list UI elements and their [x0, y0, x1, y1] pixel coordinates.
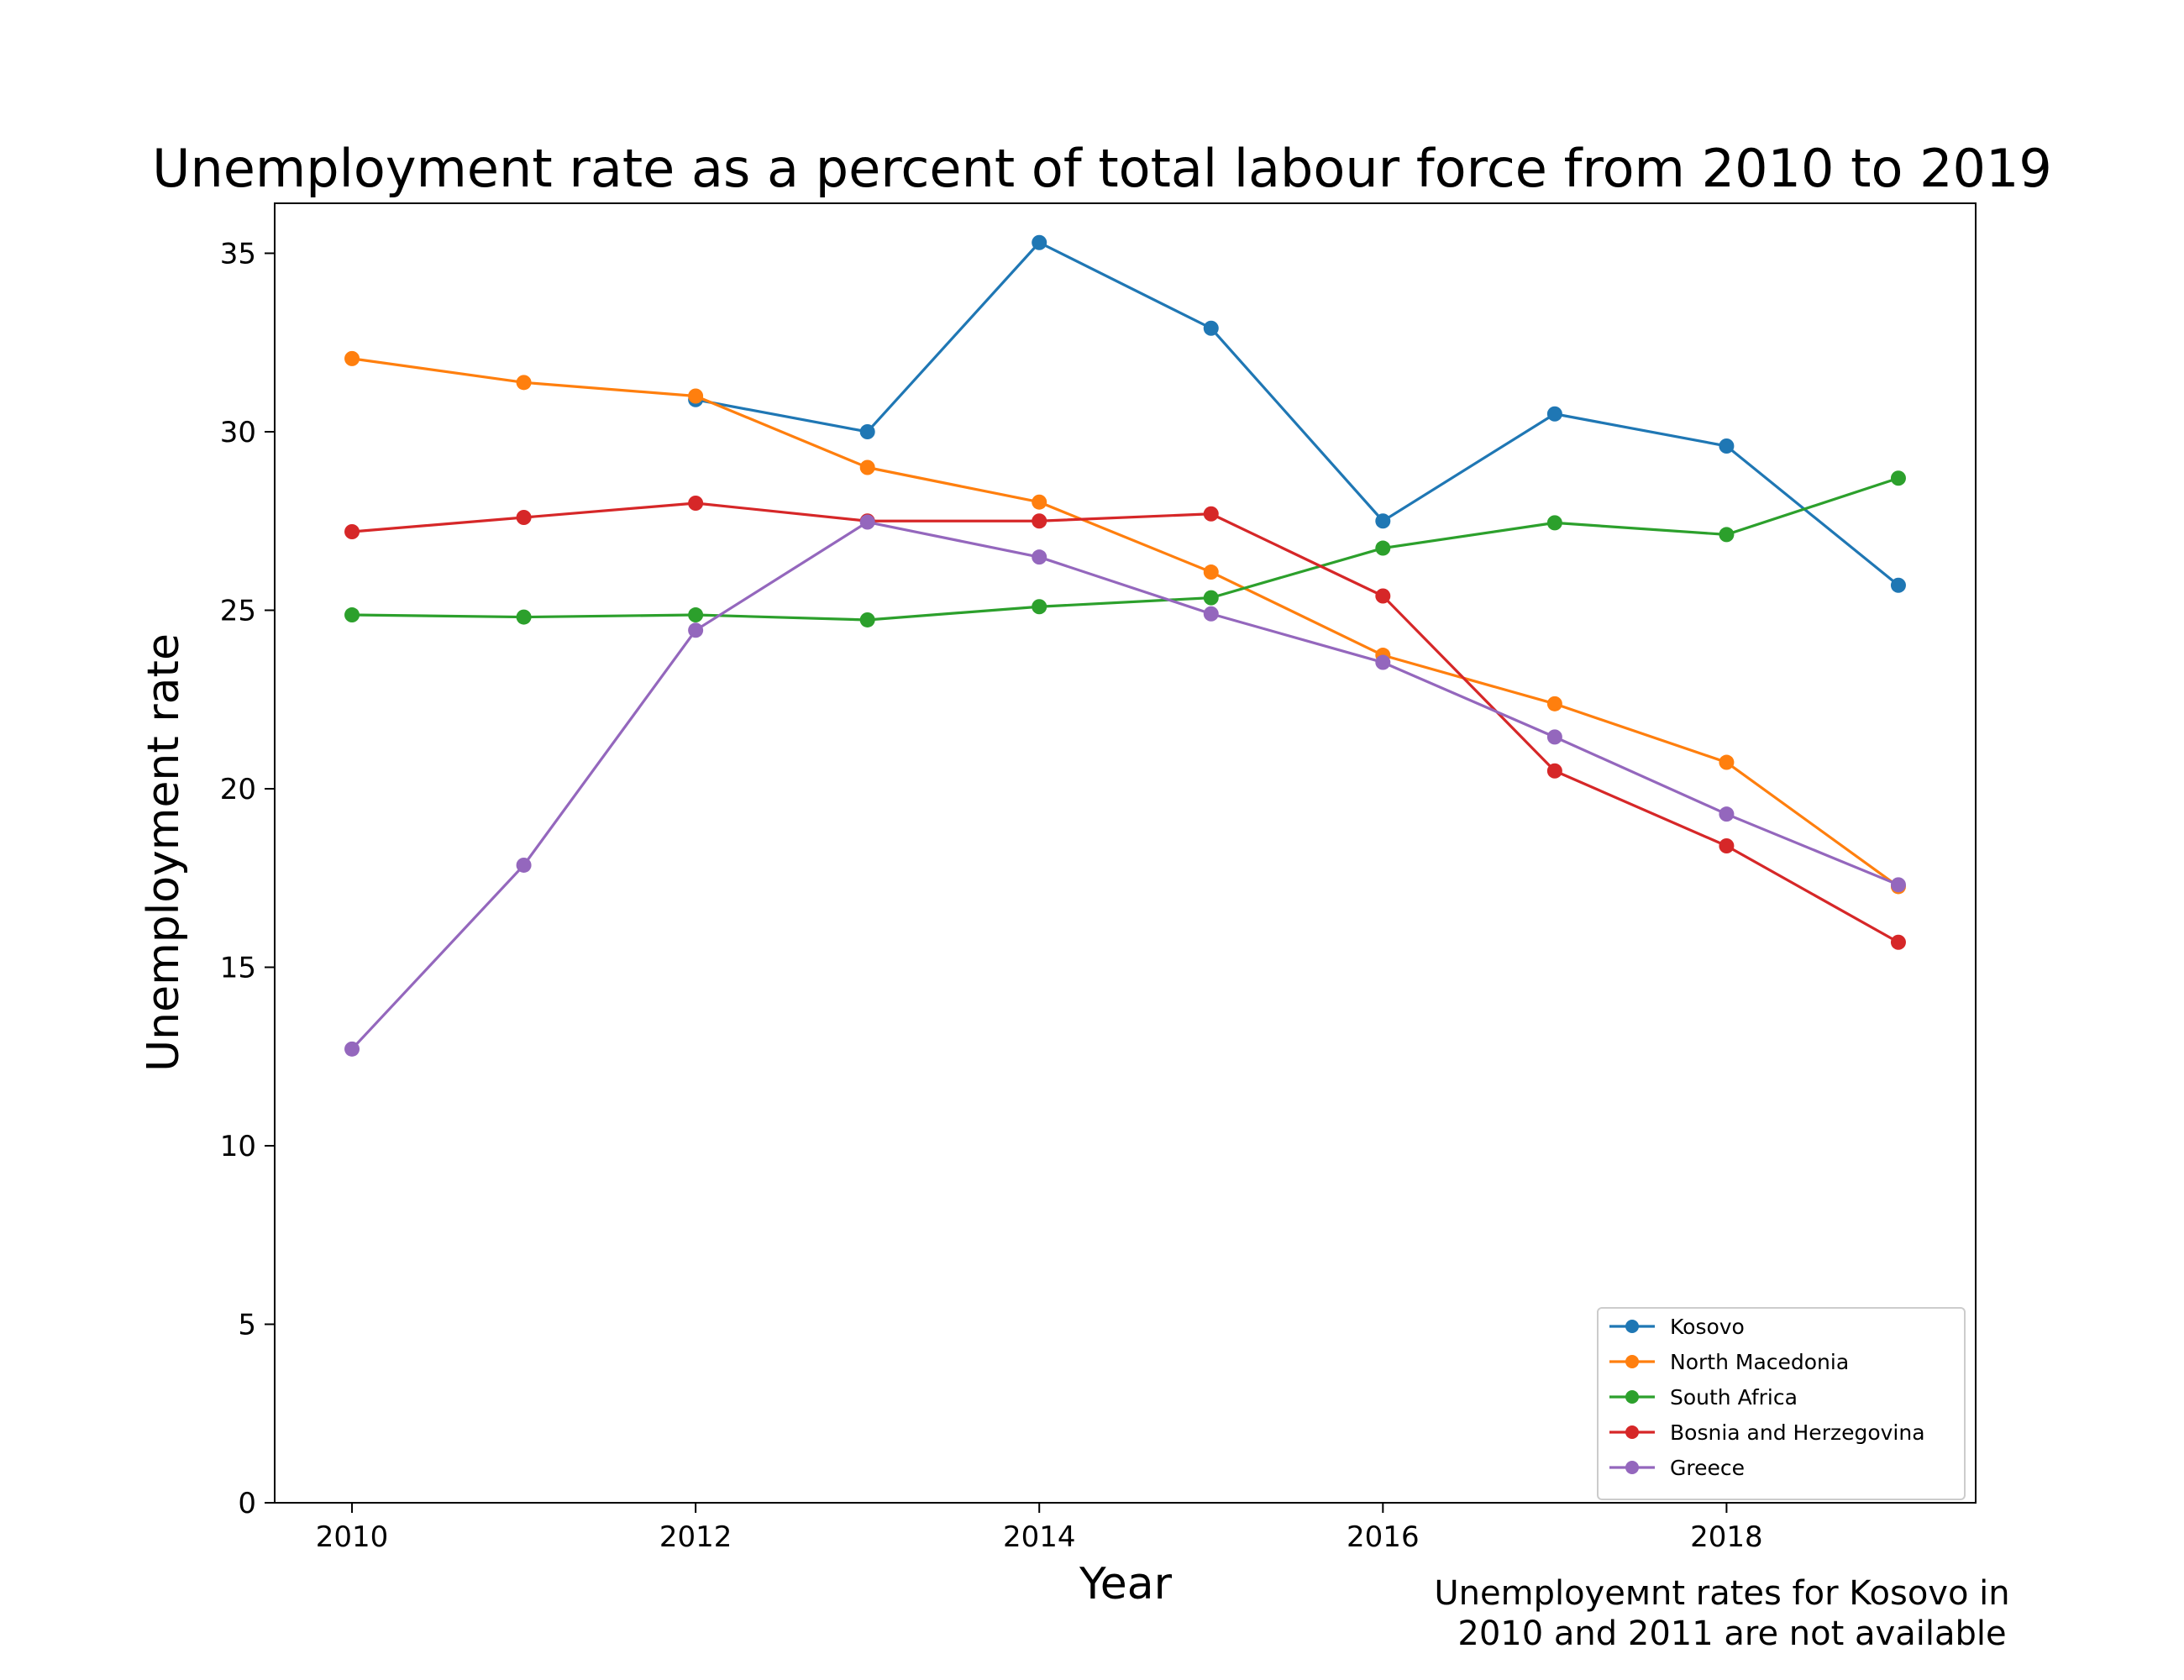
- data-point-north-macedonia: [1032, 494, 1047, 510]
- y-tick-label: 15: [220, 952, 256, 985]
- x-axis-title: Year: [1079, 1559, 1173, 1609]
- legend-label: Kosovo: [1670, 1315, 1745, 1339]
- data-point-north-macedonia: [344, 350, 360, 366]
- series-greece: [344, 514, 1906, 1057]
- y-tick-label: 10: [220, 1130, 256, 1163]
- data-point-bosnia-and-herzegovina: [344, 524, 360, 539]
- y-tick-label: 25: [220, 595, 256, 628]
- legend-item: Kosovo: [1609, 1315, 1745, 1339]
- y-tick-label: 5: [238, 1309, 256, 1342]
- data-point-bosnia-and-herzegovina: [516, 510, 532, 525]
- data-point-greece: [1719, 806, 1735, 822]
- axis-ticks: 2010 2012 2014 2016 2018 0 5 10 15 20 25 30 35: [220, 238, 1763, 1555]
- legend-swatch-marker: [1625, 1461, 1639, 1474]
- data-point-greece: [1032, 549, 1047, 565]
- data-point-south-africa: [688, 607, 704, 623]
- series-kosovo: [688, 234, 1906, 593]
- data-point-greece: [344, 1041, 360, 1057]
- legend: Kosovo North Macedonia South Africa Bosnia …: [1597, 1307, 1966, 1500]
- data-point-north-macedonia: [1719, 754, 1735, 770]
- data-point-south-africa: [1890, 470, 1906, 486]
- data-point-kosovo: [1203, 320, 1219, 336]
- data-point-north-macedonia: [516, 375, 532, 391]
- data-point-south-africa: [344, 607, 360, 623]
- series-lines: [344, 234, 1906, 1057]
- data-point-bosnia-and-herzegovina: [1375, 588, 1391, 604]
- y-axis-title: Unemployment rate: [139, 633, 189, 1072]
- data-point-north-macedonia: [688, 388, 704, 404]
- legend-label: South Africa: [1670, 1385, 1798, 1410]
- y-tick-label: 30: [220, 416, 256, 449]
- x-tick-label: 2012: [659, 1520, 732, 1554]
- y-tick-label: 20: [220, 773, 256, 806]
- annotation-line-2: 2010 and 2011 are not available: [1457, 1614, 2006, 1653]
- legend-item: Greece: [1609, 1456, 1745, 1480]
- data-point-kosovo: [1890, 577, 1906, 593]
- legend-swatch-marker: [1625, 1425, 1639, 1439]
- series-line-greece: [350, 520, 1899, 1050]
- data-point-north-macedonia: [1546, 696, 1562, 711]
- legend-item: Bosnia and Herzegovina: [1609, 1420, 1925, 1445]
- data-point-greece: [1203, 606, 1219, 622]
- y-tick-label: 0: [238, 1487, 256, 1520]
- x-tick-label: 2016: [1347, 1520, 1420, 1554]
- data-point-bosnia-and-herzegovina: [688, 496, 704, 511]
- legend-swatch-marker: [1625, 1320, 1639, 1333]
- chart-title: Unemployment rate as a percent of total …: [152, 138, 2052, 199]
- data-point-kosovo: [1032, 234, 1047, 250]
- legend-box: [1597, 1307, 1966, 1500]
- data-point-kosovo: [1375, 513, 1391, 529]
- annotation-line-1: Unemployeмnt rates for Kosovo in: [1434, 1574, 2009, 1613]
- data-point-north-macedonia: [1203, 564, 1219, 580]
- data-point-bosnia-and-herzegovina: [1032, 513, 1047, 529]
- legend-swatch-marker: [1625, 1355, 1639, 1368]
- data-point-bosnia-and-herzegovina: [1890, 934, 1906, 950]
- plot-area: [274, 202, 1977, 1504]
- data-point-greece: [688, 622, 704, 638]
- legend-label: Bosnia and Herzegovina: [1670, 1420, 1925, 1445]
- x-tick-label: 2018: [1690, 1520, 1763, 1554]
- data-point-south-africa: [859, 612, 875, 627]
- legend-item: South Africa: [1609, 1385, 1798, 1410]
- legend-item: North Macedonia: [1609, 1350, 1849, 1374]
- series-bosnia-and-herzegovina: [344, 496, 1906, 950]
- data-point-kosovo: [1719, 438, 1735, 454]
- series-line-south-africa: [352, 476, 1899, 622]
- series-south-africa: [344, 470, 1906, 627]
- data-point-greece: [859, 514, 875, 530]
- data-point-south-africa: [516, 609, 532, 625]
- legend-label: North Macedonia: [1670, 1350, 1849, 1374]
- legend-label: Greece: [1670, 1456, 1745, 1480]
- data-point-bosnia-and-herzegovina: [1719, 838, 1735, 853]
- legend-swatch-marker: [1625, 1390, 1639, 1404]
- x-tick-label: 2014: [1003, 1520, 1076, 1554]
- data-point-bosnia-and-herzegovina: [1546, 763, 1562, 779]
- series-line-north-macedonia: [351, 357, 1899, 888]
- data-point-kosovo: [1546, 406, 1562, 422]
- data-point-south-africa: [1546, 515, 1562, 531]
- data-point-greece: [1375, 654, 1391, 670]
- series-line-bosnia-and-herzegovina: [351, 501, 1899, 944]
- data-point-south-africa: [1203, 590, 1219, 606]
- data-point-south-africa: [1719, 527, 1735, 543]
- data-point-north-macedonia: [859, 459, 875, 475]
- series-line-kosovo: [695, 241, 1899, 586]
- data-point-kosovo: [859, 424, 875, 439]
- data-point-bosnia-and-herzegovina: [1203, 506, 1219, 522]
- data-point-greece: [1546, 729, 1562, 745]
- data-point-south-africa: [1032, 599, 1047, 615]
- data-point-greece: [1890, 877, 1906, 893]
- x-tick-label: 2010: [316, 1520, 389, 1554]
- data-point-south-africa: [1375, 540, 1391, 556]
- data-point-greece: [516, 857, 532, 873]
- y-tick-label: 35: [220, 238, 256, 271]
- series-north-macedonia: [344, 350, 1906, 895]
